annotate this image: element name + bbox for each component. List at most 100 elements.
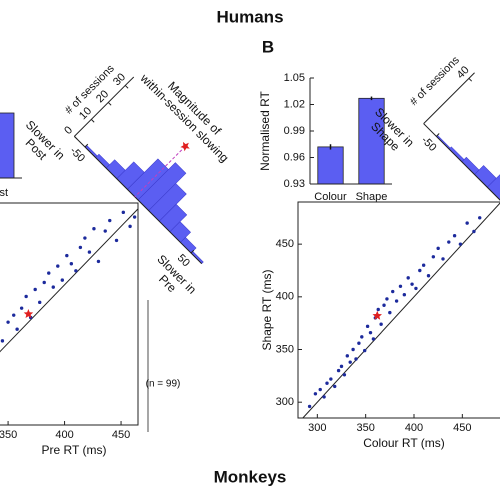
x-tick-label: 450 [112,429,130,441]
x-tick-label: 350 [0,429,17,441]
x-tick-label: Colour [314,191,347,203]
hist-bar [436,134,451,150]
point [388,310,392,315]
point [436,246,440,251]
identity-line [302,202,500,419]
point [421,263,426,267]
hist-bar [190,250,204,264]
y-tick-label: 1.02 [284,98,305,110]
y-tick-label: 450 [276,238,294,250]
footer-title: Monkeys [214,467,287,486]
y-tick-label: 0.93 [284,178,305,190]
point [406,276,410,280]
value-axis [74,136,202,264]
point [357,341,361,345]
point [354,357,358,361]
point [458,242,463,246]
mean-guide [134,145,186,198]
point [33,287,37,292]
point [65,253,69,258]
point [368,330,373,335]
identity-line [0,208,139,353]
point [472,229,476,234]
point [342,373,347,377]
point [6,320,10,324]
point [431,255,436,259]
point [47,271,51,275]
point [410,282,414,286]
point [56,264,60,268]
y-tick-label: 350 [276,343,294,355]
point [19,306,24,310]
point [313,392,318,396]
point [318,387,322,392]
point [414,286,418,291]
point [402,293,407,297]
hist-title: within-session slowing [137,70,232,165]
value-tick [436,133,440,137]
mean-marker [372,310,382,320]
y-axis-label: Normalised RT [258,90,272,170]
value-tick-label: -50 [67,145,87,165]
point [24,294,28,299]
point [465,221,469,225]
point [12,313,16,317]
point [103,229,107,233]
count-tick-label: 0 [62,124,75,137]
y-tick-label: 400 [276,291,294,303]
value-tick [84,143,89,148]
note: (n = 99) [146,379,181,390]
count-axis-label: # of sessions [63,62,117,116]
partial-category: Post [0,187,8,199]
axes-frame [297,201,500,419]
count-tick [90,119,95,123]
figure-title: Humans [216,7,283,26]
hist-bar [448,146,465,163]
partial-bar [0,112,15,179]
count-axis-label: # of sessions [408,54,462,108]
point [96,259,101,264]
point [371,337,376,341]
point [329,377,333,381]
value-tick [190,249,195,254]
point [351,347,355,352]
point [418,268,422,273]
point [51,285,55,289]
point [379,322,383,326]
count-tick [468,78,473,82]
point [83,236,87,240]
count-tick [74,136,78,140]
point [42,280,46,285]
point [15,327,19,331]
count-axis [423,72,475,124]
point [345,354,349,358]
point [87,250,92,254]
point [394,299,399,303]
value-tick-label: -50 [419,134,439,154]
point [365,324,370,329]
point [376,307,380,312]
point [92,227,96,231]
point [108,218,112,223]
x-tick-label: 400 [55,429,73,441]
bar [317,146,344,185]
point [447,240,451,244]
x-tick-label: Shape [356,191,388,203]
mean-marker [23,309,34,318]
point [426,274,431,278]
point [478,216,482,220]
count-tick [124,85,129,89]
point [60,278,65,282]
y-axis-label: Shape RT (ms) [260,270,274,351]
point [339,364,344,369]
point [360,335,364,339]
point [333,384,337,389]
hist-bar [461,156,480,175]
point [132,215,137,219]
point [307,404,312,409]
panel-label: B [262,37,274,56]
y-tick-label: 1.05 [284,72,305,84]
point [363,348,367,353]
